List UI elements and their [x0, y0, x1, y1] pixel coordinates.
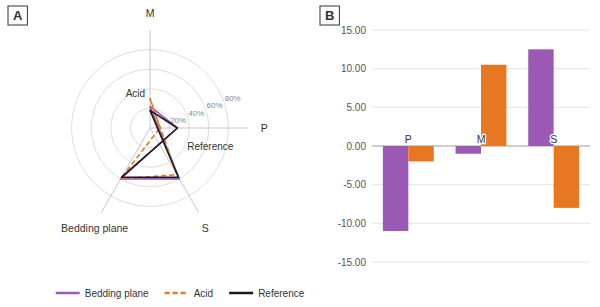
- panel-label-text: B: [325, 8, 334, 23]
- category-label: S: [202, 222, 209, 234]
- panel-label-box: [8, 6, 27, 25]
- grid-line: [372, 30, 590, 31]
- radar-line: [121, 99, 177, 179]
- legend-swatch: [165, 292, 189, 295]
- category-label: P: [405, 133, 412, 145]
- radar: 20%40%60%80%MPBedding planeS: [61, 7, 268, 234]
- legend-swatch: [229, 292, 253, 295]
- y-tick-label: -5.00: [343, 179, 366, 190]
- annotation: Reference: [187, 141, 234, 152]
- category-label: M: [477, 133, 486, 145]
- y-tick-label: 10.00: [341, 63, 366, 74]
- series-group: [121, 99, 180, 179]
- category-label: M: [146, 7, 155, 19]
- y-tick-label: -15.00: [338, 257, 367, 268]
- radar-line: [122, 110, 179, 177]
- spoke: [150, 128, 248, 129]
- bar: [456, 146, 481, 154]
- legend-label: Reference: [258, 288, 305, 299]
- ring-label: 80%: [225, 94, 241, 103]
- bars: [383, 49, 579, 231]
- spoke: [150, 30, 151, 128]
- legend-swatch: [56, 292, 80, 295]
- panel-label-text: A: [13, 8, 23, 23]
- annotation: Acid: [126, 88, 145, 99]
- legend-item: Reference: [229, 288, 305, 299]
- legend-label: Bedding plane: [85, 288, 149, 299]
- bar-chart: -15.00 -10.00 -5.00 0.00 5.00 10.00 15.00 P M S: [338, 25, 590, 268]
- figure: 20%40%60%80%MPBedding planeSAcidReferenc…: [0, 0, 600, 307]
- bar: [528, 49, 553, 146]
- legend: Bedding plane Acid Reference: [56, 288, 305, 299]
- y-tick-label: 15.00: [341, 25, 366, 36]
- legend-label: Acid: [194, 288, 213, 299]
- panel-label: A: [8, 6, 27, 25]
- category-label: Bedding plane: [61, 222, 128, 234]
- legend-item: Bedding plane: [56, 288, 149, 299]
- ring-label: 60%: [207, 101, 223, 110]
- ring-label: 40%: [188, 109, 204, 118]
- category-label: S: [550, 133, 557, 145]
- grid-line: [372, 262, 590, 263]
- y-tick-label: 0.00: [347, 141, 367, 152]
- y-tick-label: 5.00: [347, 102, 367, 113]
- bar: [408, 146, 433, 161]
- legend-item: Acid: [165, 288, 213, 299]
- panel-label: B: [320, 6, 339, 25]
- panel-label-box: [320, 6, 339, 25]
- bar: [554, 146, 579, 208]
- bar: [383, 146, 408, 231]
- spoke: [101, 128, 150, 213]
- category-label: P: [261, 122, 268, 134]
- y-tick-label: -10.00: [338, 218, 367, 229]
